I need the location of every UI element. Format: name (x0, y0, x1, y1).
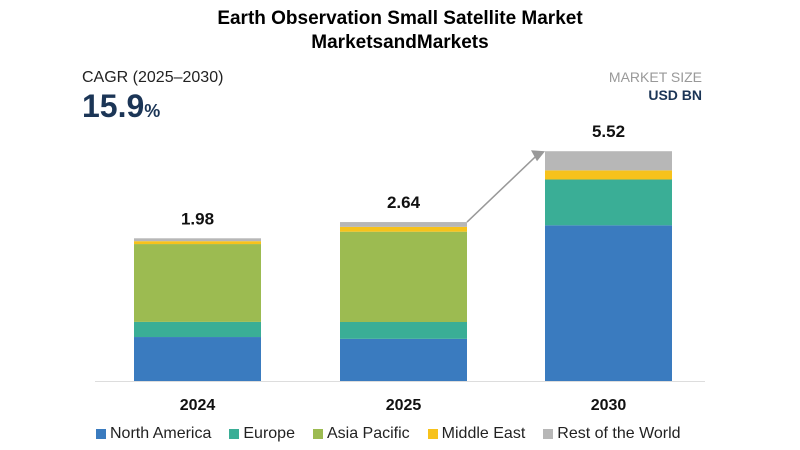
cagr-number: 15.9 (82, 88, 145, 124)
legend-swatch (427, 429, 438, 439)
bar-segment-middle-east (134, 241, 261, 245)
legend-swatch (312, 429, 323, 439)
growth-arrow-line (466, 154, 538, 223)
legend-item: Asia Pacific (312, 425, 410, 443)
legend-swatch (96, 429, 106, 439)
total-label: 1.98 (181, 209, 214, 228)
x-tick-label: 2025 (386, 397, 422, 414)
total-label: 2.64 (387, 193, 421, 212)
bar-segment-asia-pacific (134, 244, 261, 322)
bar-segment-europe (340, 321, 467, 339)
legend-label: Asia Pacific (326, 425, 410, 442)
legend-item: Middle East (427, 425, 526, 443)
chart-title: Earth Observation Small Satellite Market (217, 8, 583, 29)
bar-segment-europe (545, 179, 672, 226)
legend-swatch (543, 429, 554, 439)
bar-segment-middle-east (545, 170, 672, 180)
bar-segment-rest-of-the-world (340, 222, 467, 227)
market-size-label: MARKET SIZE (608, 69, 702, 85)
bar-segment-north-america (340, 338, 467, 381)
bar-segment-north-america (134, 337, 261, 381)
growth-arrow-head-icon (531, 150, 545, 162)
bar-segment-rest-of-the-world (134, 238, 261, 242)
legend-label: Middle East (441, 425, 526, 442)
bar-segment-asia-pacific (340, 231, 467, 322)
legend-item: Rest of the World (543, 425, 681, 443)
bar-segment-rest-of-the-world (545, 151, 672, 171)
legend-item: North America (96, 425, 211, 443)
legend-item: Europe (229, 425, 295, 443)
legend: North America Europe Asia Pacific Middle Ea… (96, 425, 681, 443)
x-tick-label: 2030 (591, 397, 627, 414)
cagr-label: CAGR (2025–2030) (82, 69, 224, 86)
legend-label: North America (110, 425, 212, 442)
bar-segment-europe (134, 321, 261, 338)
legend-swatch (229, 429, 240, 439)
market-size-unit: USD BN (648, 87, 702, 103)
cagr-unit: % (144, 101, 161, 121)
bar-segment-middle-east (340, 226, 467, 232)
x-tick-label: 2024 (180, 397, 216, 414)
cagr-value: 15.9% (82, 88, 160, 125)
bar-segment-north-america (545, 225, 672, 381)
total-label: 5.52 (592, 122, 625, 141)
chart-subtitle: MarketsandMarkets (311, 32, 489, 53)
legend-label: Rest of the World (557, 425, 681, 442)
legend-label: Europe (243, 425, 295, 442)
